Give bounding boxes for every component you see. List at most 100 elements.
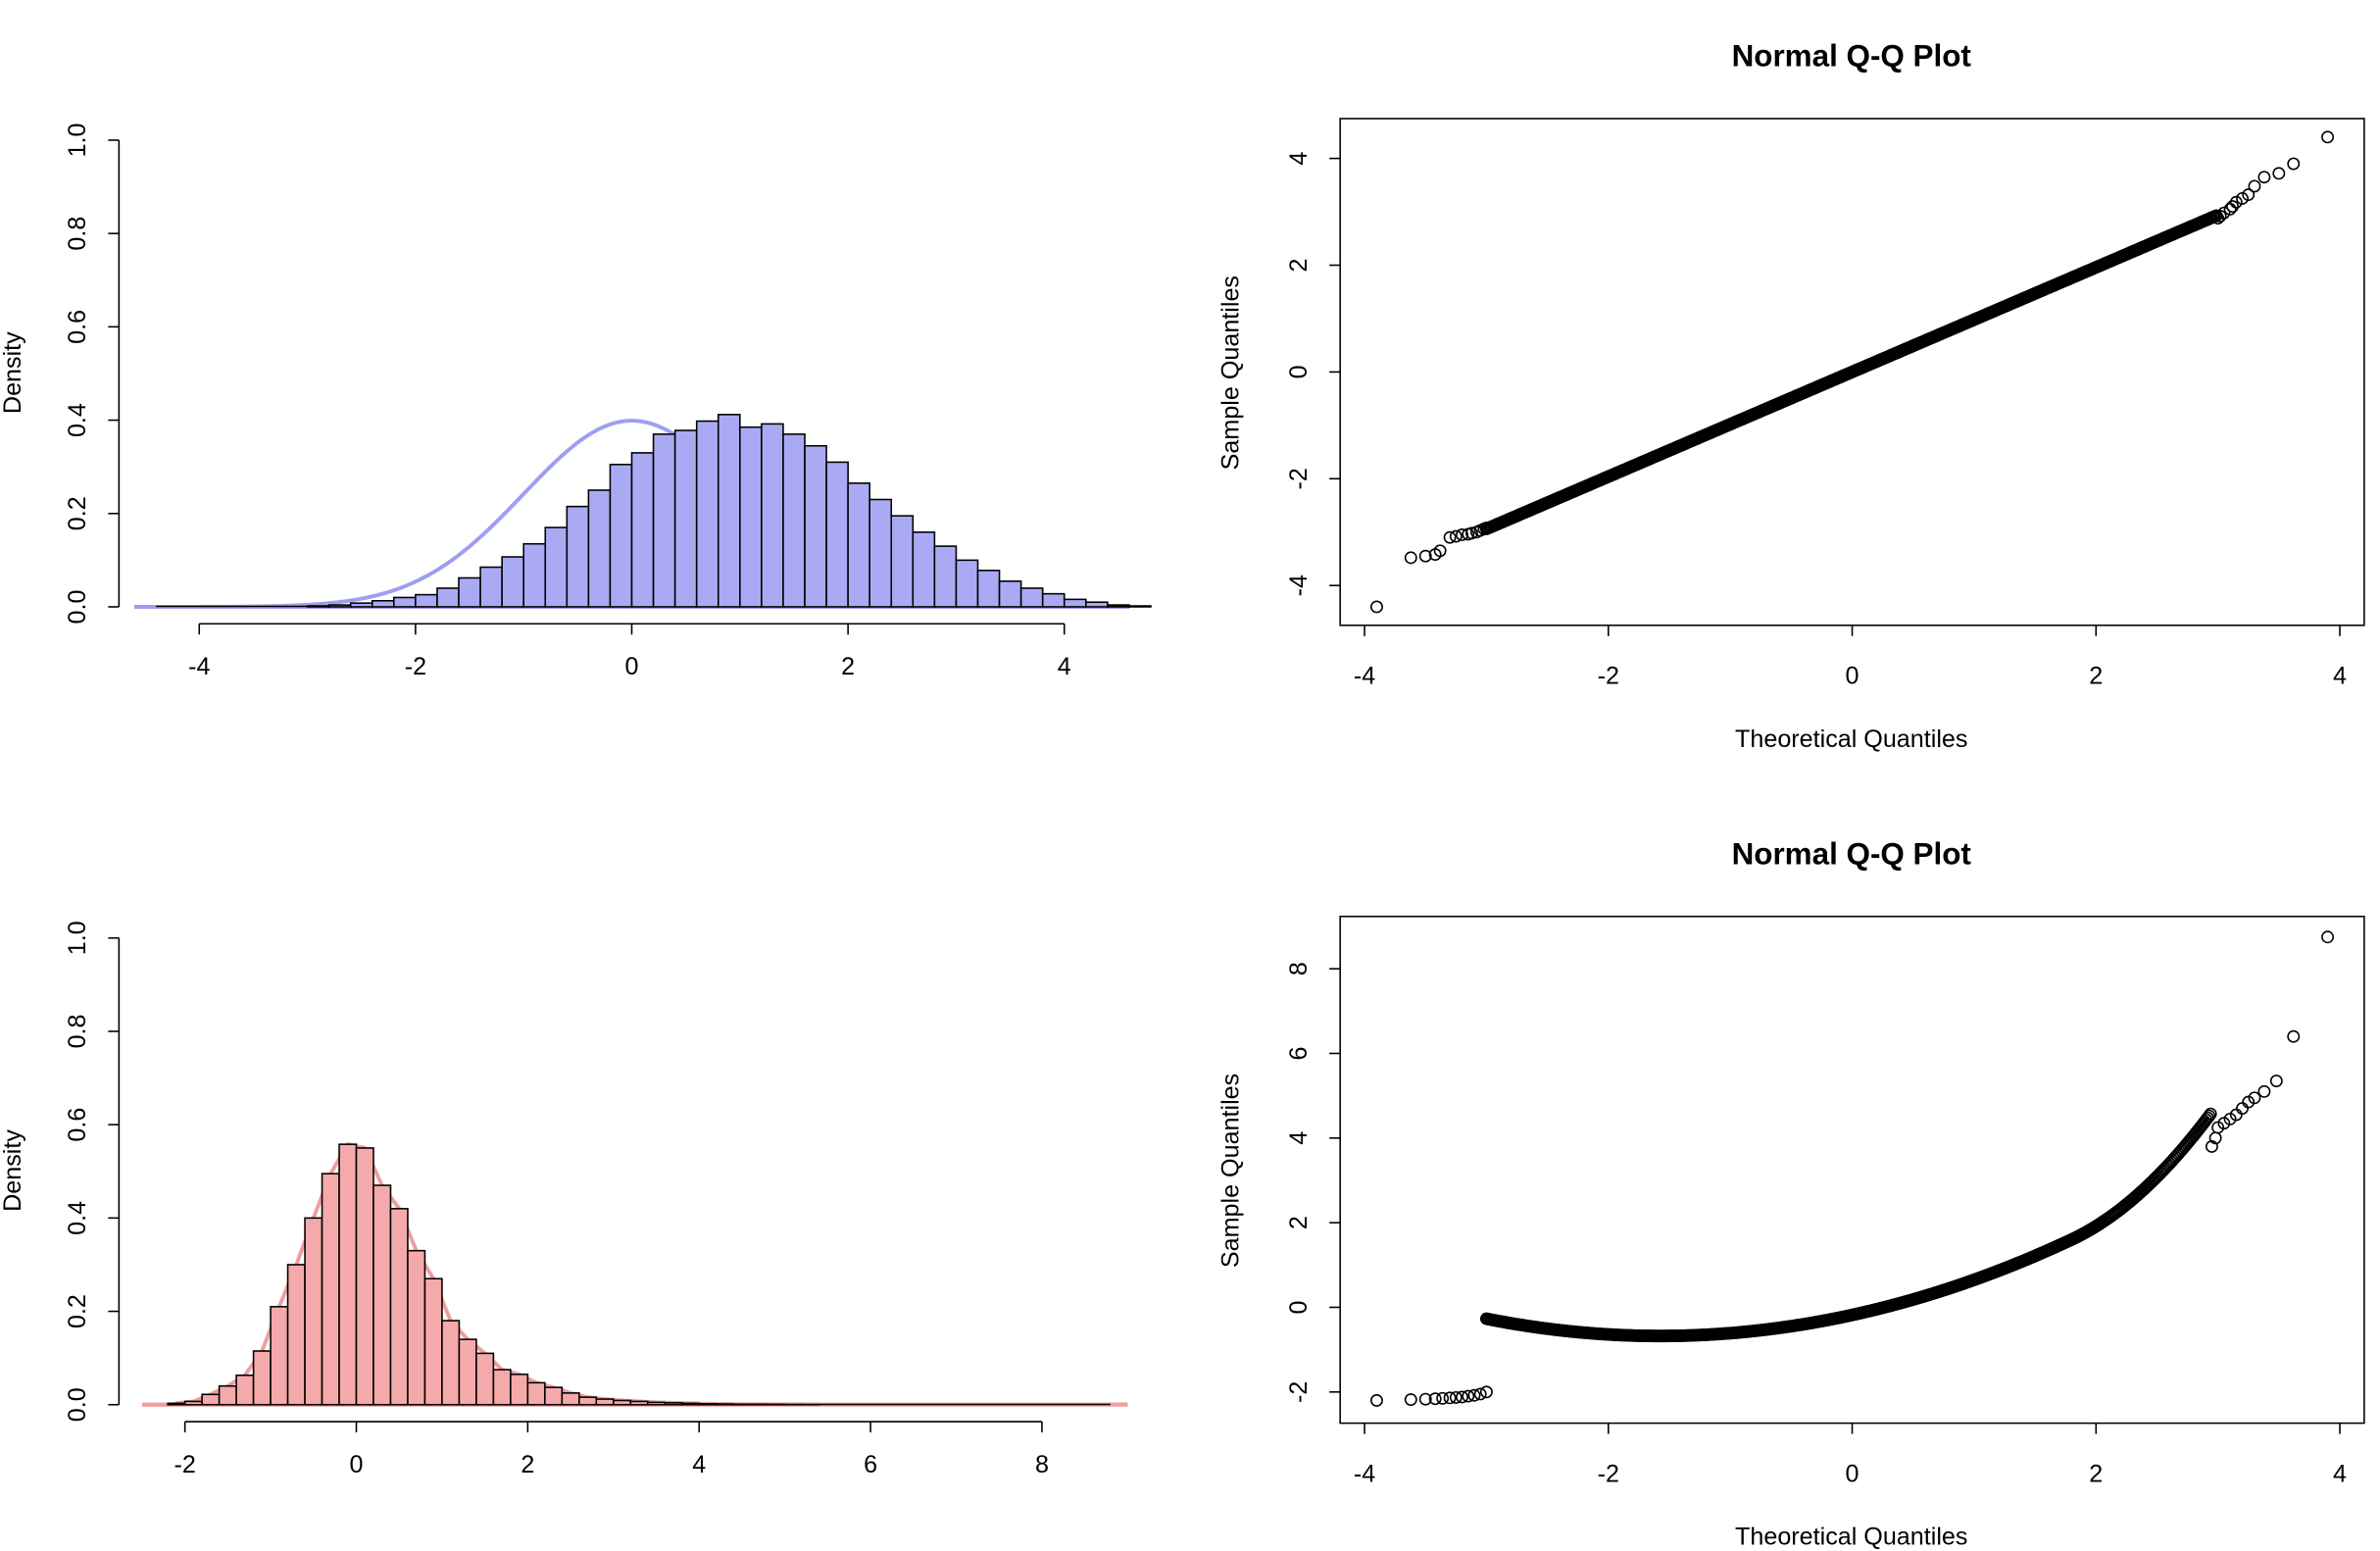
hist-normal-bar xyxy=(804,444,827,608)
hist-normal-bar xyxy=(761,423,784,608)
hist-normal-x-tick-label: 2 xyxy=(841,653,855,680)
hist-normal-bar xyxy=(695,420,719,608)
hist-normal-y-tick-label: 0.4 xyxy=(64,403,91,437)
hist-normal-bar xyxy=(717,414,741,608)
qq-normal-y-tick-label: -2 xyxy=(1285,468,1313,489)
hist-normal-x-tick-label: 4 xyxy=(1058,653,1071,680)
qq-skewed-y-tick-label: 0 xyxy=(1285,1300,1313,1314)
hist-normal-bar xyxy=(976,570,1001,608)
qq-skewed-point xyxy=(1370,1393,1383,1407)
hist-skewed-bar xyxy=(321,1173,340,1406)
qq-normal-point xyxy=(1418,549,1432,563)
qq-skewed-point xyxy=(2269,1075,2283,1087)
hist-normal-bar xyxy=(501,556,524,608)
hist-skewed-bar xyxy=(270,1306,289,1406)
hist-normal-bar xyxy=(327,604,352,608)
qq-normal-point xyxy=(2229,195,2243,209)
qq-normal-point xyxy=(2226,200,2240,214)
qq-normal-point xyxy=(2257,171,2271,184)
hist-skewed-bar xyxy=(355,1147,374,1406)
hist-skewed-x-tick-label: 8 xyxy=(1035,1451,1049,1478)
qq-normal-point xyxy=(1443,530,1457,544)
hist-normal-bar xyxy=(933,545,958,608)
hist-normal-x-tick-label: 0 xyxy=(625,653,639,680)
hist-normal-bar xyxy=(566,505,590,608)
qq-skewed-point xyxy=(1479,1385,1493,1399)
hist-skewed-bar xyxy=(698,1403,718,1406)
qq-skewed-point xyxy=(1449,1390,1463,1404)
hist-skewed-y-tick-label: 0.2 xyxy=(64,1294,91,1328)
hist-normal-bar xyxy=(415,593,438,608)
qq-normal-point xyxy=(1404,551,1417,565)
qq-normal-point xyxy=(1456,528,1468,541)
hist-skewed-bar xyxy=(526,1381,546,1406)
qq-normal-point xyxy=(2321,130,2335,144)
hist-normal-bar xyxy=(847,482,870,608)
hist-normal-bar xyxy=(458,576,481,608)
qq-skewed-y-tick-label: 2 xyxy=(1285,1216,1313,1229)
hist-skewed-bar xyxy=(646,1401,667,1406)
qq-skewed-point xyxy=(2201,1111,2214,1125)
hist-skewed-bar xyxy=(595,1398,615,1406)
hist-normal-bar xyxy=(1063,598,1087,608)
hist-skewed-bar xyxy=(613,1399,632,1406)
hist-normal-y-tick-label: 0.2 xyxy=(64,496,91,530)
qq-skewed-x-tick-label: -4 xyxy=(1354,1460,1375,1487)
qq-skewed-y-tick-label: 4 xyxy=(1285,1131,1313,1145)
hist-skewed-bar xyxy=(715,1403,734,1406)
hist-skewed-bar xyxy=(680,1402,701,1406)
qq-skewed-xlabel: Theoretical Quantiles xyxy=(1735,1524,1967,1551)
hist-normal-bar xyxy=(673,429,698,608)
qq-normal-x-tick-label: 2 xyxy=(2089,663,2103,690)
panel-hist-normal: Density 0.0 0.2 0.4 0.6 0.8 1.0 -4 -2 0 2 4 xyxy=(0,123,1152,680)
qq-skewed-plot-frame xyxy=(1339,915,2365,1425)
hist-normal-bar xyxy=(349,602,373,608)
qq-normal-point xyxy=(1449,529,1463,543)
qq-skewed-point xyxy=(1462,1389,1475,1403)
hist-skewed-bar xyxy=(423,1277,443,1406)
qq-normal-point xyxy=(2242,188,2256,202)
hist-skewed-x-tick-label: 6 xyxy=(864,1451,877,1478)
hist-normal-bar xyxy=(998,580,1022,608)
qq-normal-point xyxy=(2272,167,2286,180)
hist-skewed-bar xyxy=(389,1208,409,1406)
qq-skewed-y-tick-label: 6 xyxy=(1285,1046,1313,1060)
qq-normal-y-tick-label: 2 xyxy=(1285,259,1313,273)
qq-skewed-point xyxy=(2236,1102,2249,1116)
qq-normal-y-tick-label: -4 xyxy=(1285,575,1313,596)
panel-qq-normal: Normal Q-Q Plot Sample Quantiles Theoret… xyxy=(1216,39,2365,753)
hist-skewed-bar xyxy=(235,1374,255,1406)
hist-normal-bar xyxy=(306,605,330,608)
hist-normal-bar xyxy=(609,464,633,608)
qq-normal-x-tick-label: 4 xyxy=(2333,663,2347,690)
hist-skewed-ylabel: Density xyxy=(0,1129,26,1212)
hist-normal-bar xyxy=(436,587,460,608)
hist-normal-bar xyxy=(652,433,676,608)
hist-normal-ylabel: Density xyxy=(0,331,26,414)
hist-normal-bar xyxy=(544,526,569,608)
hist-skewed-bar xyxy=(629,1400,649,1406)
hist-normal-bar xyxy=(479,566,503,608)
qq-normal-point xyxy=(1479,521,1493,534)
hist-skewed-bar xyxy=(304,1217,323,1406)
qq-normal-point xyxy=(2236,191,2249,205)
qq-skewed-point xyxy=(1443,1391,1457,1405)
qq-skewed-point xyxy=(1436,1391,1450,1405)
hist-skewed-bar xyxy=(561,1392,580,1406)
hist-normal-bar xyxy=(630,452,655,608)
qq-skewed-point xyxy=(2248,1091,2261,1105)
qq-skewed-point xyxy=(1418,1392,1432,1406)
qq-normal-point xyxy=(1465,526,1478,540)
hist-skewed-bar xyxy=(218,1384,237,1406)
qq-normal-point xyxy=(2287,157,2301,171)
hist-normal-bar xyxy=(868,498,893,608)
hist-normal-y-tick-label: 0.6 xyxy=(64,310,91,344)
qq-normal-point xyxy=(2217,206,2231,220)
hist-normal-bar xyxy=(1019,587,1044,608)
hist-skewed-bar xyxy=(372,1184,392,1406)
qq-skewed-point xyxy=(2257,1084,2271,1098)
hist-normal-bar xyxy=(1041,592,1066,608)
qq-normal-y-tick-label: 4 xyxy=(1285,152,1313,166)
hist-skewed-bar xyxy=(664,1402,683,1406)
